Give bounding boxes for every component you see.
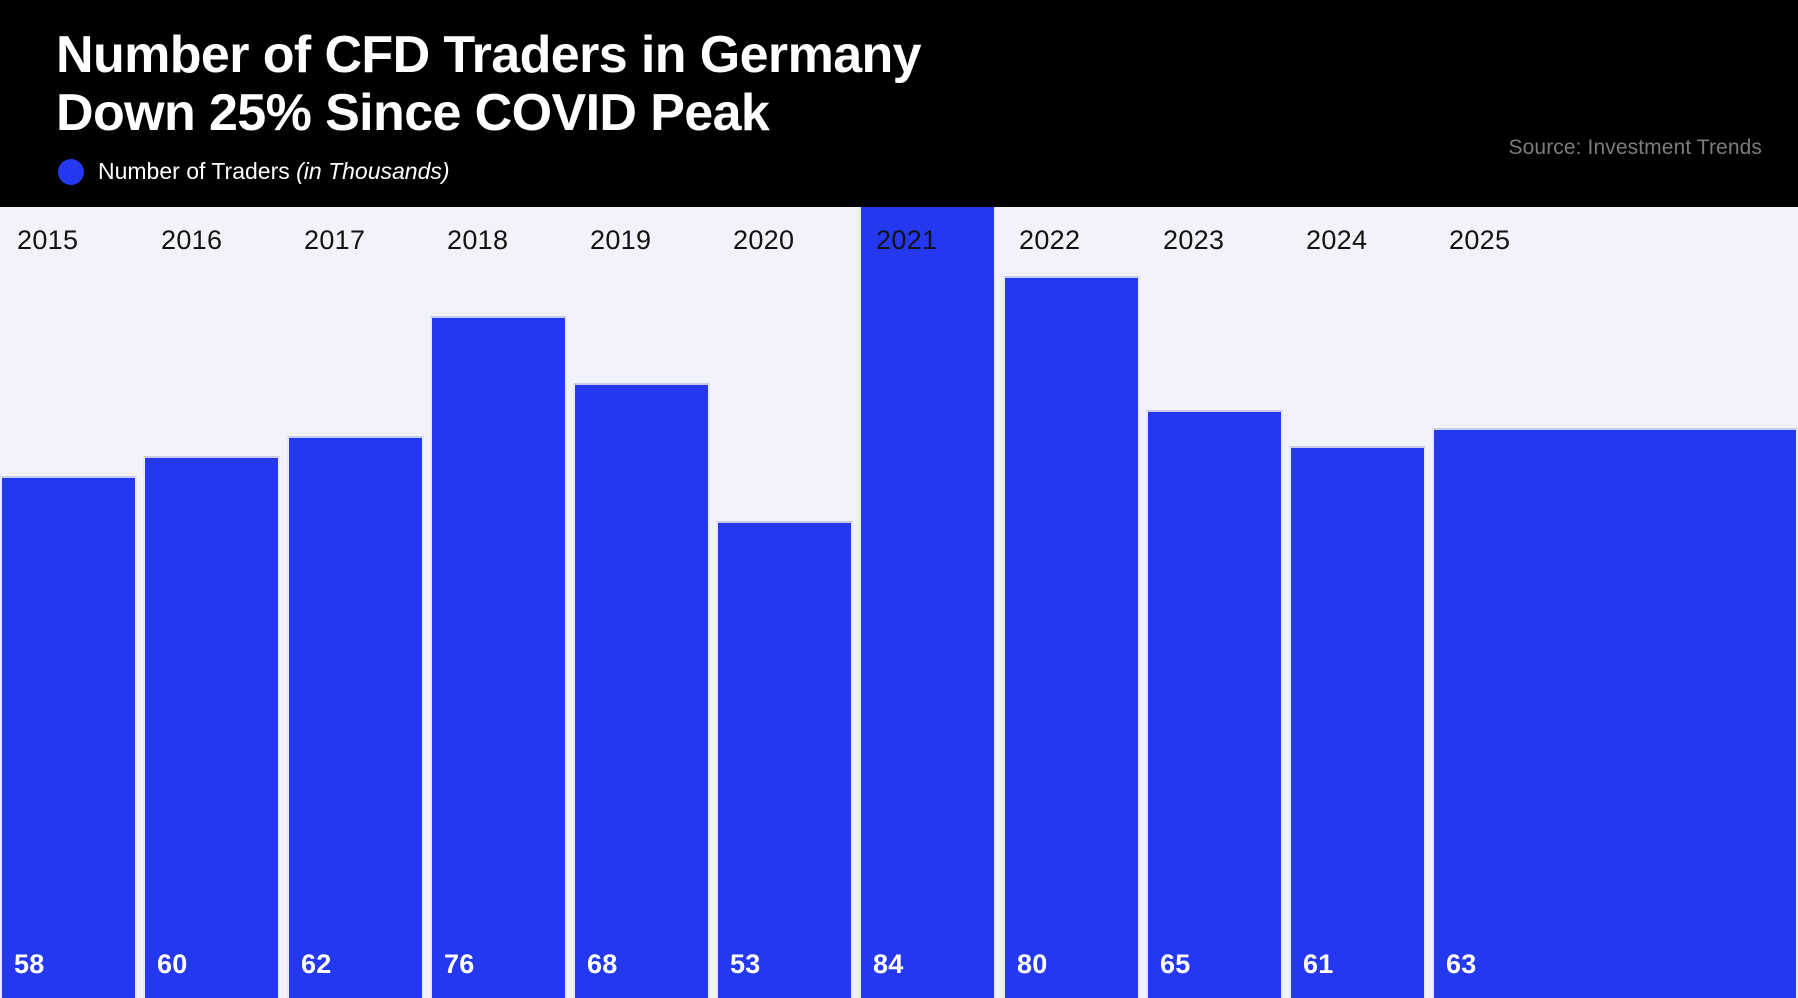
bar-slot-2016: 60: [143, 207, 280, 998]
plot-area: 58 60 62 76 68 53 84 80 65 61 63: [0, 207, 1798, 998]
bar-slot-2025: 63: [1432, 207, 1798, 998]
bar-2016[interactable]: 60: [143, 456, 280, 998]
bar-value-label-2020: 53: [730, 949, 761, 979]
bar-2023[interactable]: 65: [1146, 410, 1283, 998]
chart-header: Number of CFD Traders in Germany Down 25…: [0, 0, 1798, 207]
bar-value-label-2021: 84: [873, 949, 904, 979]
bar-value-label-2023: 65: [1160, 949, 1191, 979]
circle-marker-icon: [58, 158, 84, 185]
bar-2021[interactable]: 84: [859, 207, 996, 998]
bar-slot-2017: 62: [287, 207, 424, 998]
bar-2015[interactable]: 58: [0, 476, 137, 998]
bar-slot-2019: 68: [573, 207, 710, 998]
legend-units: (in Thousands): [296, 158, 450, 184]
bar-slot-2022: 80: [1003, 207, 1140, 998]
bar-slot-2021: 84: [859, 207, 996, 998]
bar-value-label-2018: 76: [444, 949, 475, 979]
legend-series-name: Number of Traders: [98, 158, 297, 184]
bar-value-label-2015: 58: [14, 949, 45, 979]
bar-2017[interactable]: 62: [287, 436, 424, 998]
bar-value-label-2024: 61: [1303, 949, 1334, 979]
bar-slot-2023: 65: [1146, 207, 1283, 998]
bar-value-label-2017: 62: [301, 949, 332, 979]
bar-slot-2018: 76: [430, 207, 567, 998]
bar-2019[interactable]: 68: [573, 383, 710, 998]
bar-2024[interactable]: 61: [1289, 446, 1426, 998]
bar-slot-2015: 58: [0, 207, 137, 998]
legend-item-label: Number of Traders (in Thousands): [98, 158, 450, 185]
bar-2022[interactable]: 80: [1003, 276, 1140, 998]
bar-value-label-2016: 60: [157, 949, 188, 979]
bar-2018[interactable]: 76: [430, 316, 567, 998]
bar-series: 58 60 62 76 68 53 84 80 65 61 63: [0, 207, 1798, 998]
bar-2025[interactable]: 63: [1432, 428, 1798, 998]
bar-value-label-2025: 63: [1446, 949, 1477, 979]
source-attribution: Source: Investment Trends: [1508, 136, 1762, 159]
chart-legend: Number of Traders (in Thousands): [58, 158, 450, 185]
bar-value-label-2022: 80: [1017, 949, 1048, 979]
chart-title: Number of CFD Traders in Germany Down 25…: [56, 26, 922, 142]
bar-slot-2020: 53: [716, 207, 853, 998]
bar-slot-2024: 61: [1289, 207, 1426, 998]
bar-2020[interactable]: 53: [716, 521, 853, 998]
bar-value-label-2019: 68: [587, 949, 618, 979]
